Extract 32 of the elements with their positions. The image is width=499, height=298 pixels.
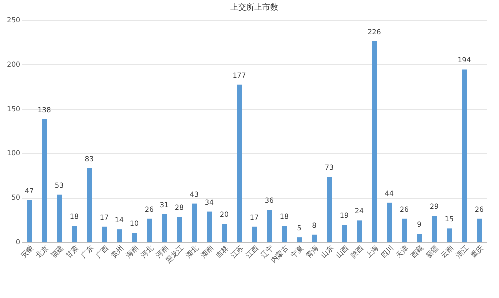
bar	[192, 204, 197, 242]
bar	[462, 70, 467, 242]
bar	[357, 220, 362, 242]
bar	[177, 217, 182, 242]
bar	[477, 218, 482, 242]
bar	[102, 226, 107, 242]
bar	[87, 168, 92, 242]
bar	[282, 226, 287, 242]
bar	[342, 225, 347, 242]
bar	[162, 214, 167, 242]
bar	[42, 119, 47, 242]
bar	[447, 228, 452, 242]
bar	[297, 238, 302, 242]
chart-title: 上交所上市数	[230, 3, 278, 12]
bar	[267, 210, 272, 242]
bar	[237, 84, 242, 242]
bar	[27, 200, 32, 242]
bar	[207, 212, 212, 242]
bar	[402, 218, 407, 242]
bar	[417, 234, 422, 242]
bar	[252, 226, 257, 242]
bar	[72, 226, 77, 242]
bar	[132, 233, 137, 242]
bar	[327, 177, 332, 242]
bar	[222, 224, 227, 242]
bar	[312, 234, 317, 242]
bar	[432, 216, 437, 242]
bar	[372, 41, 377, 242]
bar	[387, 202, 392, 242]
bar	[57, 194, 62, 242]
bar	[117, 230, 122, 242]
bar	[147, 218, 152, 242]
